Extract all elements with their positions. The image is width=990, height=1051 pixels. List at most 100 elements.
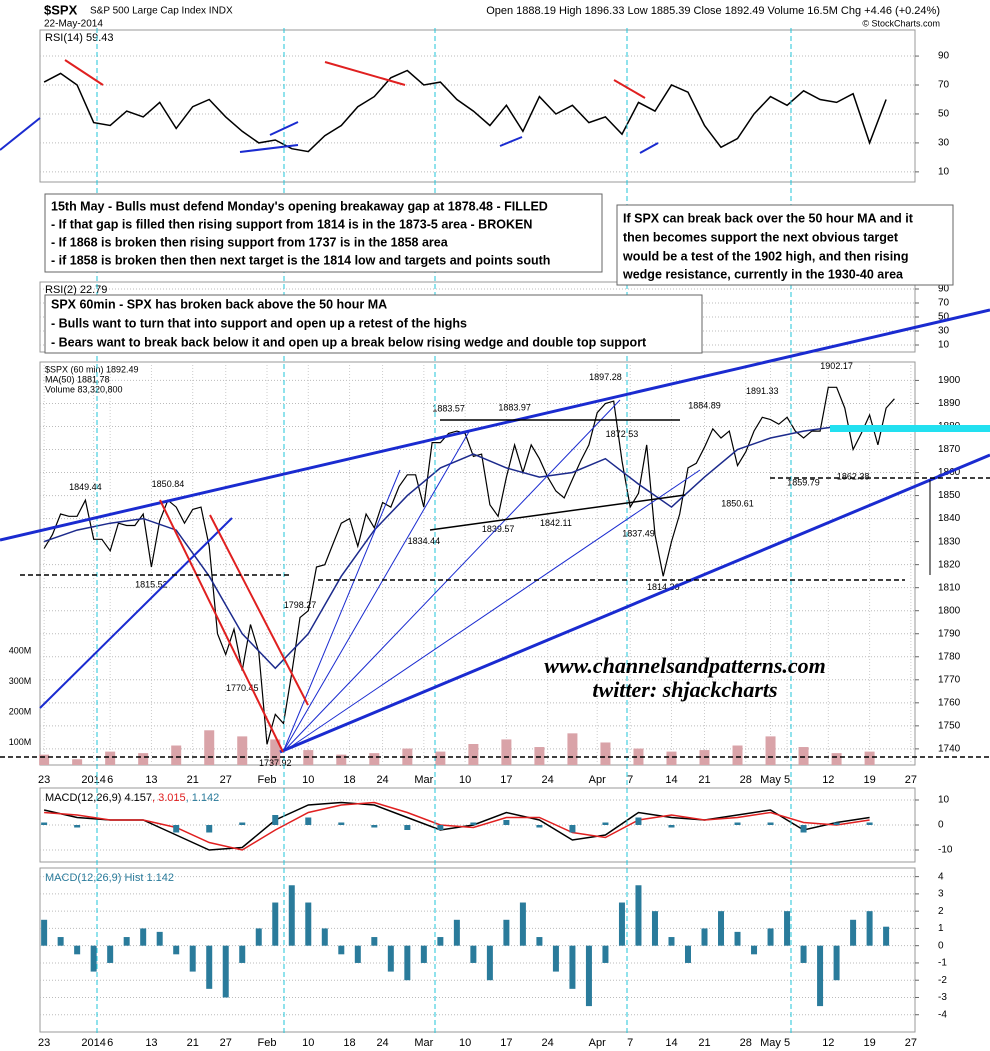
bar xyxy=(404,945,411,981)
y-tick-label: 1810 xyxy=(938,582,961,593)
bar xyxy=(338,945,345,955)
bar xyxy=(404,825,411,830)
x-tick-label: Apr xyxy=(589,774,606,786)
x-tick-label: 28 xyxy=(740,1037,752,1049)
x-tick-label: 27 xyxy=(905,774,917,786)
x-tick-label: 13 xyxy=(145,1037,157,1049)
bar xyxy=(305,817,312,825)
bar xyxy=(420,945,427,963)
volume-bar xyxy=(468,743,479,765)
x-tick-label: 12 xyxy=(822,1037,834,1049)
bar xyxy=(668,825,675,828)
y-tick-label: 10 xyxy=(938,167,950,178)
y-tick-label: 1790 xyxy=(938,628,961,639)
price-label: 1770.45 xyxy=(226,683,259,693)
x-tick-label: 19 xyxy=(863,1037,875,1049)
bar xyxy=(470,945,477,963)
y-tick-label: 30 xyxy=(938,326,950,337)
bar xyxy=(288,885,295,946)
x-tick-label: Feb xyxy=(258,774,277,786)
price-label: 1814.36 xyxy=(647,582,680,592)
series-line xyxy=(44,801,870,851)
bar xyxy=(486,945,493,981)
bar xyxy=(602,822,609,825)
x-tick-label: May xyxy=(760,774,781,786)
x-tick-label: 27 xyxy=(905,1037,917,1049)
x-tick-label: 21 xyxy=(698,1037,710,1049)
panel-frame xyxy=(39,867,916,1033)
price-label: 1884.89 xyxy=(688,401,721,411)
price-label: 1798.27 xyxy=(284,600,317,610)
volume-bar xyxy=(732,745,743,765)
y-tick-label: 70 xyxy=(938,80,950,91)
bar xyxy=(41,822,48,825)
bar xyxy=(503,919,510,946)
panel-frame xyxy=(39,361,916,766)
y-tick-label: 1780 xyxy=(938,651,961,662)
price-label: 1883.57 xyxy=(432,404,465,414)
y-tick-label: 50 xyxy=(938,109,950,120)
y-tick-label: 1840 xyxy=(938,513,961,524)
y-tick-label: 90 xyxy=(938,284,950,295)
x-tick-label: 21 xyxy=(187,1037,199,1049)
bar xyxy=(833,945,840,981)
series-line xyxy=(43,386,895,745)
bar xyxy=(387,945,394,972)
y-tick-label: -4 xyxy=(938,1009,947,1020)
y-tick-label: -3 xyxy=(938,992,947,1003)
x-tick-label: 24 xyxy=(376,774,388,786)
bar xyxy=(536,825,543,828)
volume-bar xyxy=(666,751,677,765)
y-tick-label: 1820 xyxy=(938,559,961,570)
bar xyxy=(718,911,725,946)
x-tick-label: 6 xyxy=(107,1037,113,1049)
volume-bar xyxy=(336,754,347,765)
x-tick-label: 21 xyxy=(187,774,199,786)
x-tick-label: 23 xyxy=(38,774,50,786)
legend-entry: MA(50) 1881.78 xyxy=(45,374,110,384)
volume-bar xyxy=(567,733,578,765)
x-tick-label: 5 xyxy=(784,1037,790,1049)
volume-bar xyxy=(831,753,842,765)
legend-entry: $SPX (60 min) 1892.49 xyxy=(45,364,139,374)
y-tick-label: 1800 xyxy=(938,605,961,616)
x-tick-label: 7 xyxy=(627,1037,633,1049)
price-label: 1902.17 xyxy=(820,361,853,371)
legend-entry: RSI(14) 59.43 xyxy=(45,32,113,44)
bar xyxy=(784,911,791,946)
volume-bar xyxy=(435,751,446,765)
bar xyxy=(883,926,890,946)
y-tick-label: 10 xyxy=(938,340,950,351)
bar xyxy=(503,820,510,825)
bar xyxy=(123,937,130,946)
y-tick-label: 1860 xyxy=(938,467,961,478)
price-label: 1839.57 xyxy=(482,524,515,534)
y-tick-label: 1870 xyxy=(938,444,961,455)
x-tick-label: 14 xyxy=(665,774,677,786)
volume-bar xyxy=(699,750,710,765)
price-label: 1850.61 xyxy=(721,499,754,509)
y-tick-label: 3 xyxy=(938,889,944,900)
bar xyxy=(734,931,741,946)
bar xyxy=(371,937,378,946)
y-tick-label: 30 xyxy=(938,138,950,149)
bar xyxy=(437,825,444,830)
y-tick-label: 4 xyxy=(938,871,944,882)
y-tick-label: 1830 xyxy=(938,536,961,547)
x-tick-label: 7 xyxy=(627,774,633,786)
bar xyxy=(305,902,312,946)
y-tick-label: 1740 xyxy=(938,744,961,755)
y-tick-label: 2 xyxy=(938,906,944,917)
panel-frame xyxy=(39,281,916,353)
price-label: 1891.33 xyxy=(746,386,779,396)
bar xyxy=(734,822,741,825)
price-label: 1837.49 xyxy=(622,529,655,539)
x-tick-label: Mar xyxy=(414,1037,433,1049)
price-label: 1849.44 xyxy=(69,482,102,492)
x-tick-label: 10 xyxy=(459,1037,471,1049)
volume-tick-label: 200M xyxy=(9,706,32,716)
bar xyxy=(57,937,64,946)
x-tick-label: 27 xyxy=(220,1037,232,1049)
bar xyxy=(107,945,114,963)
bar xyxy=(272,902,279,946)
